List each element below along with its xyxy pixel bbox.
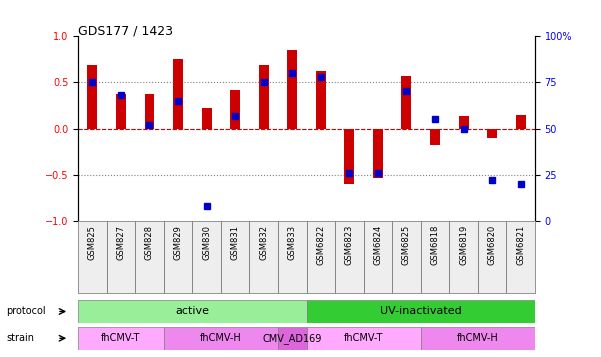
Bar <box>421 221 450 293</box>
Text: GSM6823: GSM6823 <box>345 225 354 265</box>
Bar <box>221 221 249 293</box>
Text: CMV_AD169: CMV_AD169 <box>263 333 322 344</box>
Bar <box>87 65 97 129</box>
Text: GSM831: GSM831 <box>231 225 240 260</box>
Text: fhCMV-H: fhCMV-H <box>200 333 242 343</box>
Bar <box>78 327 163 350</box>
Bar <box>335 221 364 293</box>
Bar <box>373 129 383 178</box>
Text: GSM832: GSM832 <box>259 225 268 260</box>
Bar <box>506 221 535 293</box>
Text: GSM6825: GSM6825 <box>402 225 411 265</box>
Bar <box>392 221 421 293</box>
Text: GSM830: GSM830 <box>202 225 211 260</box>
Bar <box>430 129 440 145</box>
Text: GSM6820: GSM6820 <box>487 225 496 265</box>
Text: fhCMV-T: fhCMV-T <box>344 333 383 343</box>
Bar <box>249 221 278 293</box>
Bar <box>258 65 269 129</box>
Bar <box>116 94 126 129</box>
Text: active: active <box>175 306 209 317</box>
Bar <box>163 221 192 293</box>
Text: fhCMV-T: fhCMV-T <box>101 333 141 343</box>
Bar <box>230 90 240 129</box>
Bar <box>78 221 107 293</box>
Bar <box>487 129 497 138</box>
Bar <box>78 300 307 323</box>
Bar <box>478 221 506 293</box>
Bar <box>107 221 135 293</box>
Bar <box>278 221 307 293</box>
Text: GSM6818: GSM6818 <box>430 225 439 265</box>
Bar <box>173 59 183 129</box>
Bar <box>163 327 278 350</box>
Text: GSM6822: GSM6822 <box>316 225 325 265</box>
Bar <box>144 94 154 129</box>
Bar <box>307 221 335 293</box>
Text: protocol: protocol <box>6 306 46 317</box>
Text: GSM6819: GSM6819 <box>459 225 468 265</box>
Bar <box>278 327 307 350</box>
Text: GSM827: GSM827 <box>117 225 126 260</box>
Text: strain: strain <box>6 333 34 343</box>
Bar <box>201 108 212 129</box>
Text: GSM6824: GSM6824 <box>373 225 382 265</box>
Bar <box>135 221 163 293</box>
Bar <box>316 71 326 129</box>
Text: GSM828: GSM828 <box>145 225 154 260</box>
Text: GSM833: GSM833 <box>288 225 297 260</box>
Text: GDS177 / 1423: GDS177 / 1423 <box>78 25 173 38</box>
Bar <box>364 221 392 293</box>
Bar <box>192 221 221 293</box>
Bar <box>459 116 469 129</box>
Text: GSM829: GSM829 <box>174 225 183 260</box>
Bar <box>287 50 297 129</box>
Bar <box>307 327 421 350</box>
Text: UV-inactivated: UV-inactivated <box>380 306 462 317</box>
Bar <box>516 115 526 129</box>
Bar <box>401 76 412 129</box>
Bar <box>450 221 478 293</box>
Bar <box>344 129 355 184</box>
Bar <box>307 300 535 323</box>
Bar <box>421 327 535 350</box>
FancyBboxPatch shape <box>78 221 535 293</box>
Text: fhCMV-H: fhCMV-H <box>457 333 499 343</box>
Text: GSM6821: GSM6821 <box>516 225 525 265</box>
Text: GSM825: GSM825 <box>88 225 97 260</box>
